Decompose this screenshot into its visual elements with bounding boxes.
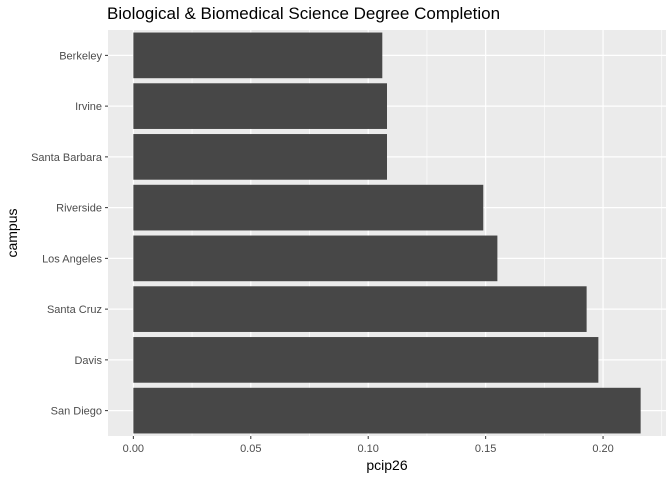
x-tick-label: 0.20 <box>592 443 613 455</box>
bar <box>133 235 498 282</box>
bar <box>133 83 387 129</box>
y-tick-label: San Diego <box>51 406 102 418</box>
y-tick-label: Riverside <box>56 203 102 215</box>
bar <box>133 286 587 332</box>
bar <box>133 134 387 180</box>
chart-title: Biological & Biomedical Science Degree C… <box>107 4 501 23</box>
y-tick-label: Santa Barbara <box>31 152 103 164</box>
bar <box>133 337 599 383</box>
x-axis-title: pcip26 <box>366 457 407 473</box>
x-tick-label: 0.05 <box>240 443 261 455</box>
y-tick-label: Davis <box>74 355 102 367</box>
y-tick-label: Santa Cruz <box>47 304 102 316</box>
y-tick-label: Berkeley <box>59 50 102 62</box>
x-tick-label: 0.10 <box>358 443 379 455</box>
y-axis-title: campus <box>4 208 20 257</box>
x-tick-label: 0.00 <box>123 443 144 455</box>
y-tick-label: Irvine <box>75 101 102 113</box>
bar <box>133 32 383 79</box>
x-tick-label: 0.15 <box>475 443 496 455</box>
bar <box>133 387 641 434</box>
bar <box>133 184 484 231</box>
y-tick-label: Los Angeles <box>42 253 102 265</box>
